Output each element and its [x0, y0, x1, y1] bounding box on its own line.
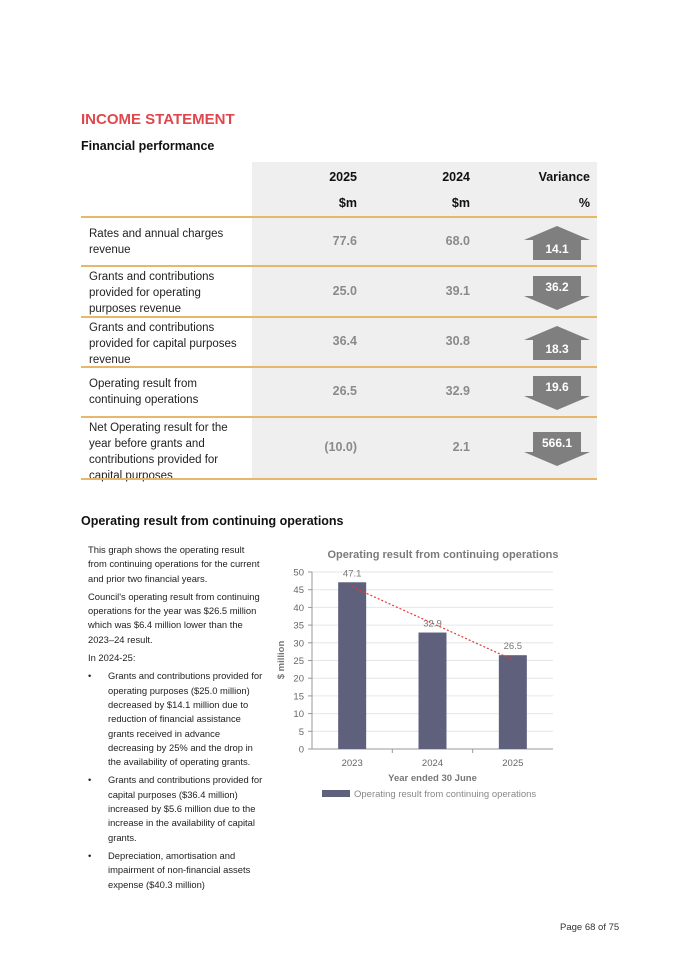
variance-down-arrow-icon: 36.2: [523, 275, 591, 310]
y-tick-label: 30: [293, 638, 304, 649]
row-label: Operating result from continuing operati…: [89, 378, 199, 406]
x-axis-label: Year ended 30 June: [388, 773, 477, 784]
value-2024: 30.8: [445, 334, 470, 348]
header-2025: 2025: [329, 170, 357, 184]
chart-title: Operating result from continuing operati…: [327, 549, 558, 561]
table-row: Rates and annual charges revenue 77.6 68…: [81, 216, 597, 265]
variance-value: 36.2: [545, 279, 569, 294]
y-tick-label: 10: [293, 709, 304, 720]
row-label: Grants and contributions provided for op…: [89, 271, 215, 315]
header-2024: 2024: [442, 170, 470, 184]
header-variance-unit: %: [578, 196, 590, 210]
value-2025: 36.4: [332, 334, 357, 348]
bar: [418, 632, 447, 749]
row-label: Grants and contributions provided for ca…: [89, 322, 237, 366]
data-label: 26.5: [504, 641, 523, 652]
value-2024: 39.1: [445, 283, 470, 298]
bar: [498, 655, 527, 749]
y-tick-label: 45: [293, 585, 304, 596]
variance-up-arrow-icon: 18.3: [523, 325, 591, 360]
y-axis-label: $ million: [276, 641, 287, 680]
section-heading-operating-result: Operating result from continuing operati…: [81, 514, 344, 528]
y-tick-label: 15: [293, 691, 304, 702]
x-tick-label: 2023: [342, 758, 363, 769]
trendline: [351, 586, 514, 661]
variance-down-arrow-icon: 566.1: [523, 431, 591, 466]
x-tick-label: 2024: [422, 758, 443, 769]
value-2024: 68.0: [445, 233, 470, 248]
value-2025: 77.6: [332, 233, 357, 248]
row-label: Net Operating result for the year before…: [89, 422, 228, 482]
bullet-item: Grants and contributions provided for ca…: [88, 773, 263, 844]
y-tick-label: 5: [299, 727, 304, 738]
table-row: Operating result from continuing operati…: [81, 366, 597, 416]
legend-label: Operating result from continuing operati…: [354, 789, 536, 800]
y-tick-label: 0: [299, 745, 304, 756]
page-title: INCOME STATEMENT: [81, 111, 235, 128]
legend-swatch: [322, 790, 350, 797]
value-2025: 26.5: [332, 384, 357, 398]
y-tick-label: 35: [293, 621, 304, 632]
value-2024: 32.9: [445, 384, 470, 398]
y-tick-label: 50: [293, 568, 304, 579]
paragraph: This graph shows the operating result fr…: [88, 544, 260, 584]
header-variance: Variance: [538, 170, 590, 184]
commentary: This graph shows the operating result fr…: [88, 543, 263, 896]
bullet-item: Grants and contributions provided for op…: [88, 669, 263, 769]
y-tick-label: 40: [293, 603, 304, 614]
paragraph: In 2024-25:: [88, 652, 136, 664]
variance-value: 14.1: [545, 241, 569, 256]
data-label: 32.9: [423, 619, 442, 630]
header-2024-unit: $m: [451, 196, 470, 210]
variance-value: 19.6: [545, 380, 569, 394]
row-label: Rates and annual charges revenue: [89, 227, 224, 256]
financial-performance-table: 2025 $m 2024 $m Variance % Rates and ann…: [81, 162, 597, 482]
header-2025-unit: $m: [338, 196, 357, 210]
table-row: Grants and contributions provided for op…: [81, 265, 597, 316]
value-2025: (10.0): [324, 440, 357, 454]
variance-value: 18.3: [545, 342, 569, 356]
variance-value: 566.1: [541, 436, 573, 450]
section-heading: Financial performance: [81, 139, 215, 153]
data-label: 47.1: [343, 568, 362, 579]
table-row: Net Operating result for the year before…: [81, 416, 597, 482]
paragraph: Council's operating result from continui…: [88, 590, 260, 645]
value-2025: 25.0: [332, 283, 357, 298]
bullet-item: Depreciation, amortisation and impairmen…: [88, 849, 263, 892]
variance-up-arrow-icon: 14.1: [523, 225, 591, 260]
page-number: Page 68 of 75: [560, 922, 620, 933]
y-tick-label: 25: [293, 656, 304, 667]
variance-down-arrow-icon: 19.6: [523, 375, 591, 410]
y-tick-label: 20: [293, 674, 304, 685]
operating-result-chart: Operating result from continuing operati…: [276, 549, 559, 800]
table-row: Grants and contributions provided for ca…: [81, 316, 597, 366]
x-tick-label: 2025: [502, 758, 523, 769]
bar: [338, 582, 367, 749]
value-2024: 2.1: [452, 440, 470, 454]
